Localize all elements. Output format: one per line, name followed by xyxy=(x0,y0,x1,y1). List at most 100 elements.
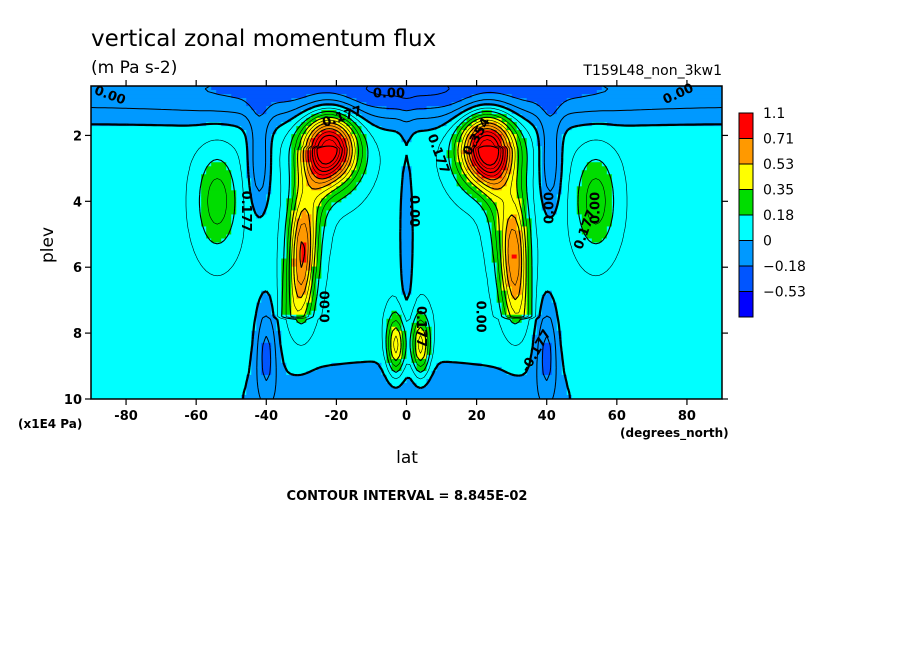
contour-fill-cell xyxy=(251,350,262,356)
contour-fill-cell xyxy=(346,150,353,155)
contour-fill-cell xyxy=(201,182,232,187)
contour-fill-cell xyxy=(366,138,403,143)
contour-fill-cell xyxy=(351,130,363,135)
contour-fill-cell xyxy=(511,118,528,123)
contour-fill-cell xyxy=(246,134,272,139)
contour-fill-cell xyxy=(91,254,287,260)
contour-fill-cell xyxy=(201,178,232,183)
contour-fill-cell xyxy=(561,158,722,163)
contour-fill-cell xyxy=(401,314,418,320)
contour-fill-cell xyxy=(521,238,528,244)
chart-title: vertical zonal momentum flux xyxy=(91,26,436,52)
contour-fill-cell xyxy=(351,170,368,175)
contour-fill-cell xyxy=(531,250,722,256)
contour-fill-cell xyxy=(321,198,342,203)
contour-fill-cell xyxy=(496,298,508,304)
contour-fill-cell xyxy=(401,238,413,244)
colorbar-swatch xyxy=(738,112,754,139)
contour-fill-cell xyxy=(91,322,257,328)
contour-fill-cell xyxy=(521,214,528,220)
contour-fill-cell xyxy=(426,342,433,348)
contour-fill-cell xyxy=(91,382,247,388)
contour-fill-cell xyxy=(411,182,458,187)
contour-fill-cell xyxy=(526,118,722,123)
contour-fill-cell xyxy=(401,138,413,143)
contour-fill-cell xyxy=(91,282,282,288)
contour-fill-cell xyxy=(471,134,503,139)
contour-fill-cell xyxy=(551,298,722,304)
contour-fill-cell xyxy=(426,322,538,328)
contour-fill-cell xyxy=(261,358,272,364)
contour-fill-cell xyxy=(541,194,558,199)
contour-fill-cell xyxy=(346,146,353,151)
contour-fill-cell xyxy=(411,266,498,272)
contour-fill-cell xyxy=(296,218,312,224)
contour-fill-cell xyxy=(511,286,523,292)
contour-fill-cell xyxy=(501,254,508,260)
contour-line-positive xyxy=(293,122,523,301)
contour-fill-cell xyxy=(296,190,332,195)
contour-fill-cell xyxy=(611,174,722,179)
contour-fill-cell xyxy=(586,234,608,240)
contour-fill-cell xyxy=(231,178,252,183)
contour-fill-cell xyxy=(491,226,498,232)
contour-label: 0.00 xyxy=(318,291,333,323)
contour-fill-cell xyxy=(91,126,242,131)
contour-fill-cell xyxy=(521,130,538,135)
contour-fill-cell xyxy=(346,142,353,147)
contour-fill-cell xyxy=(531,294,543,300)
contour-fill-cell xyxy=(501,262,508,268)
contour-fill-cell xyxy=(496,130,508,135)
contour-line-zero xyxy=(91,103,722,399)
contour-fill-cell xyxy=(91,94,232,99)
contour-fill-cell xyxy=(521,222,533,228)
contour-fill-cell xyxy=(506,278,523,284)
contour-fill-cell xyxy=(366,166,403,171)
contour-fill-cell xyxy=(526,174,543,179)
contour-fill-cell xyxy=(311,162,342,167)
contour-fill-cell xyxy=(271,362,287,368)
contour-fill-cell xyxy=(306,130,312,135)
contour-fill-cell xyxy=(316,218,327,224)
contour-fill-cell xyxy=(311,214,317,220)
contour-fill-cell xyxy=(271,134,292,139)
contour-fill-cell xyxy=(296,178,307,183)
contour-fill-cell xyxy=(511,130,523,135)
contour-fill-cell xyxy=(566,130,722,135)
contour-fill-cell xyxy=(411,354,418,360)
contour-fill-cell xyxy=(541,206,558,211)
contour-fill-cell xyxy=(271,146,292,151)
contour-fill-cell xyxy=(591,238,603,244)
contour-fill-cell xyxy=(356,150,368,155)
contour-fill-cell xyxy=(561,346,722,352)
contour-fill-cell xyxy=(531,238,593,244)
contour-fill-cell xyxy=(576,210,613,216)
contour-fill-cell xyxy=(231,226,287,232)
contour-fill-cell xyxy=(91,186,202,191)
contour-fill-cell xyxy=(256,322,277,328)
contour-fill-cell xyxy=(401,342,408,348)
contour-fill-cell xyxy=(411,226,493,232)
contour-fill-cell xyxy=(296,130,307,135)
contour-fill-cell xyxy=(206,226,232,232)
contour-fill-cell xyxy=(541,158,563,163)
contour-fill-cell xyxy=(251,342,262,348)
contour-fill-cell xyxy=(316,262,322,268)
contour-fill-cell xyxy=(501,258,508,264)
contour-fill-cell xyxy=(516,218,523,224)
contour-fill-cell xyxy=(91,214,202,220)
x-tick-label: 0 xyxy=(402,409,411,424)
contour-fill-cell xyxy=(506,150,513,155)
contour-fill-cell xyxy=(411,326,418,332)
contour-fill-cell xyxy=(571,394,722,399)
contour-fill-cell xyxy=(271,162,292,167)
contour-fill-cell xyxy=(316,242,322,248)
contour-fill-cell xyxy=(411,262,498,268)
contour-fill-cell xyxy=(551,362,563,368)
contour-fill-cell xyxy=(561,330,722,336)
contour-fill-cell xyxy=(301,210,307,216)
contour-fill-cell xyxy=(436,126,458,131)
contour-fill-cell xyxy=(416,362,428,368)
contour-fill-cell xyxy=(211,238,222,244)
contour-fill-cell xyxy=(491,234,503,240)
